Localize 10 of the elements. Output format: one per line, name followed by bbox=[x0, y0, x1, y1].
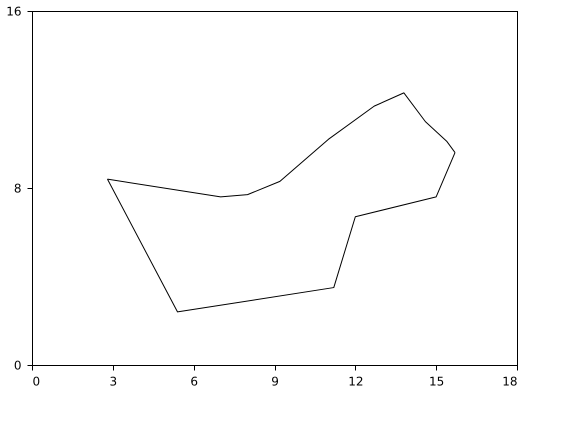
y-tick-label: 16 bbox=[6, 4, 22, 18]
x-tick-label: 3 bbox=[110, 374, 118, 388]
x-tick-label: 9 bbox=[271, 374, 279, 388]
x-tick-label: 0 bbox=[32, 374, 40, 388]
x-tick-label: 18 bbox=[502, 374, 518, 388]
y-tick-label: 0 bbox=[14, 358, 22, 372]
y-tick-label: 8 bbox=[14, 182, 22, 196]
x-tick-label: 6 bbox=[190, 374, 198, 388]
x-tick-label: 12 bbox=[348, 374, 364, 388]
x-tick-label: 15 bbox=[429, 374, 444, 388]
